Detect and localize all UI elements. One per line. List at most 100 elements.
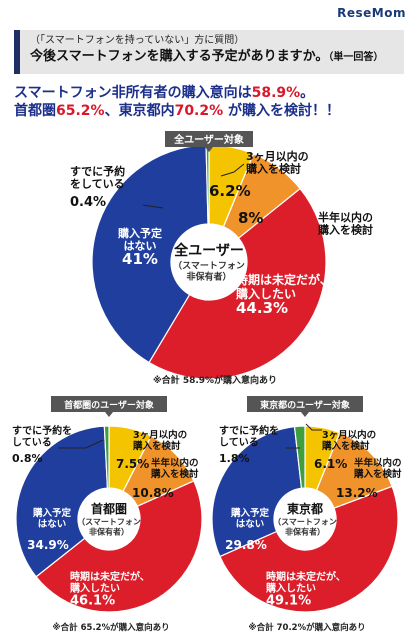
- data-label-category: はない: [124, 240, 157, 253]
- headline-line-1: スマートフォン非所有者の購入意向は58.9%。: [14, 84, 314, 102]
- headline-text: スマートフォン非所有者の購入意向は: [14, 85, 252, 101]
- data-label-category: 購入を検討: [150, 468, 199, 480]
- data-label-category: 購入を検討: [245, 162, 301, 176]
- question-note: （単一回答）: [328, 52, 384, 63]
- center-label: 全ユーザー: [173, 242, 244, 259]
- data-label-value: 0.8%: [12, 452, 43, 465]
- center-sublabel: 非保有者）: [285, 526, 325, 536]
- chart-title: 全ユーザー対象: [173, 133, 244, 146]
- leader-line: [58, 439, 104, 449]
- chart-title-pointer: [301, 412, 309, 417]
- data-label-value: 49.1%: [266, 593, 311, 608]
- headline-value: 70.2%: [174, 103, 224, 119]
- data-label-category: 3ヶ月以内の: [246, 149, 309, 163]
- data-label-category: 時期は未定だが、: [266, 570, 346, 583]
- headline-value: 65.2%: [56, 103, 105, 119]
- data-label-value: 41%: [122, 250, 158, 268]
- data-label-value: 10.8%: [132, 486, 174, 500]
- data-label-value: 44.3%: [236, 299, 288, 317]
- donut-hole: [78, 488, 140, 550]
- data-label-category: 時期は未定だが、: [70, 570, 150, 583]
- data-label-category: 購入予定: [230, 507, 270, 519]
- data-label-category: 購入したい: [69, 582, 120, 595]
- center-label: 東京都: [287, 501, 323, 516]
- data-label-value: 13.2%: [336, 486, 378, 500]
- slice-undecided: [35, 480, 203, 613]
- data-label-category: をしている: [70, 178, 125, 191]
- chart-title: 首都圏のユーザー対象: [64, 399, 154, 411]
- data-label-category: 3ヶ月以内の: [133, 429, 187, 441]
- data-label-value: 6.2%: [209, 182, 251, 200]
- data-label-category: 半年以内の: [318, 210, 373, 224]
- headline-line-2: 首都圏65.2%、東京都内70.2% が購入を検討！！: [14, 102, 340, 120]
- data-label-category: 3ヶ月以内の: [322, 429, 376, 441]
- data-label-category: 購入予定: [32, 507, 72, 519]
- question-subtitle: （「スマートフォンを持っていない」方に質問）: [30, 35, 245, 46]
- data-label-category: 購入したい: [235, 286, 296, 301]
- data-label-value: 1.8%: [219, 452, 250, 465]
- headline-text: が購入を検討！！: [223, 103, 341, 119]
- data-label-category: すでに予約を: [219, 424, 279, 437]
- data-label-category: すでに予約を: [12, 424, 72, 437]
- chart-title-tab: [247, 396, 363, 412]
- chart-title-tab: [165, 131, 253, 147]
- center-sublabel: 非保有者）: [89, 526, 129, 536]
- data-label-value: 0.4%: [70, 195, 106, 210]
- data-label-category: 購入を検討: [317, 223, 373, 237]
- data-label-value: 29.8%: [225, 538, 267, 552]
- data-label-category: している: [12, 437, 52, 449]
- slice-no-plan: [91, 144, 209, 364]
- data-label-value: 34.9%: [27, 538, 69, 552]
- brand-logo: ReseMom: [337, 6, 406, 20]
- data-label-category: 時期は未定だが、: [236, 272, 332, 287]
- data-label-category: 購入を検討: [353, 468, 402, 480]
- footnote: ※合計 70.2%が購入意向あり: [248, 622, 365, 633]
- center-sublabel: 非保有者）: [186, 271, 231, 283]
- chart-title-tab: [51, 396, 167, 412]
- question-title: 今後スマートフォンを購入する予定がありますか。（単一回答）: [30, 48, 404, 67]
- question-main-text: 今後スマートフォンを購入する予定がありますか。: [30, 49, 329, 64]
- data-label-category: している: [219, 437, 259, 449]
- chart-title-pointer: [205, 147, 213, 152]
- center-label: 首都圏: [91, 501, 127, 516]
- center-sublabel: （スマートフォン: [273, 516, 337, 526]
- data-label-category: 購入したい: [265, 582, 316, 595]
- data-label-category: すでに予約: [70, 164, 125, 178]
- data-label-category: 購入を検討: [132, 440, 181, 452]
- headline-value: 58.9%: [251, 85, 301, 101]
- headline-text: 、東京都内: [104, 103, 175, 119]
- data-label-value: 7.5%: [116, 457, 149, 471]
- donut-hole: [274, 488, 336, 550]
- center-sublabel: （スマートフォン: [77, 516, 141, 526]
- data-label-category: 購入予定: [117, 226, 162, 240]
- leader-line: [220, 163, 245, 177]
- data-label-category: はない: [38, 519, 67, 530]
- center-sublabel: （スマートフォン: [173, 260, 245, 271]
- headline-text: 。: [300, 85, 315, 101]
- data-label-category: 購入を検討: [321, 440, 370, 452]
- question-box: （「スマートフォンを持っていない」方に質問） 今後スマートフォンを購入する予定が…: [14, 30, 404, 74]
- footnote: ※合計 65.2%が購入意向あり: [52, 622, 169, 633]
- data-label-category: はない: [236, 519, 265, 530]
- footnote: ※合計 58.9%が購入意向あり: [153, 374, 277, 386]
- leader-line: [142, 204, 164, 209]
- chart-title: 東京都のユーザー対象: [260, 399, 350, 411]
- chart-title-pointer: [105, 412, 113, 417]
